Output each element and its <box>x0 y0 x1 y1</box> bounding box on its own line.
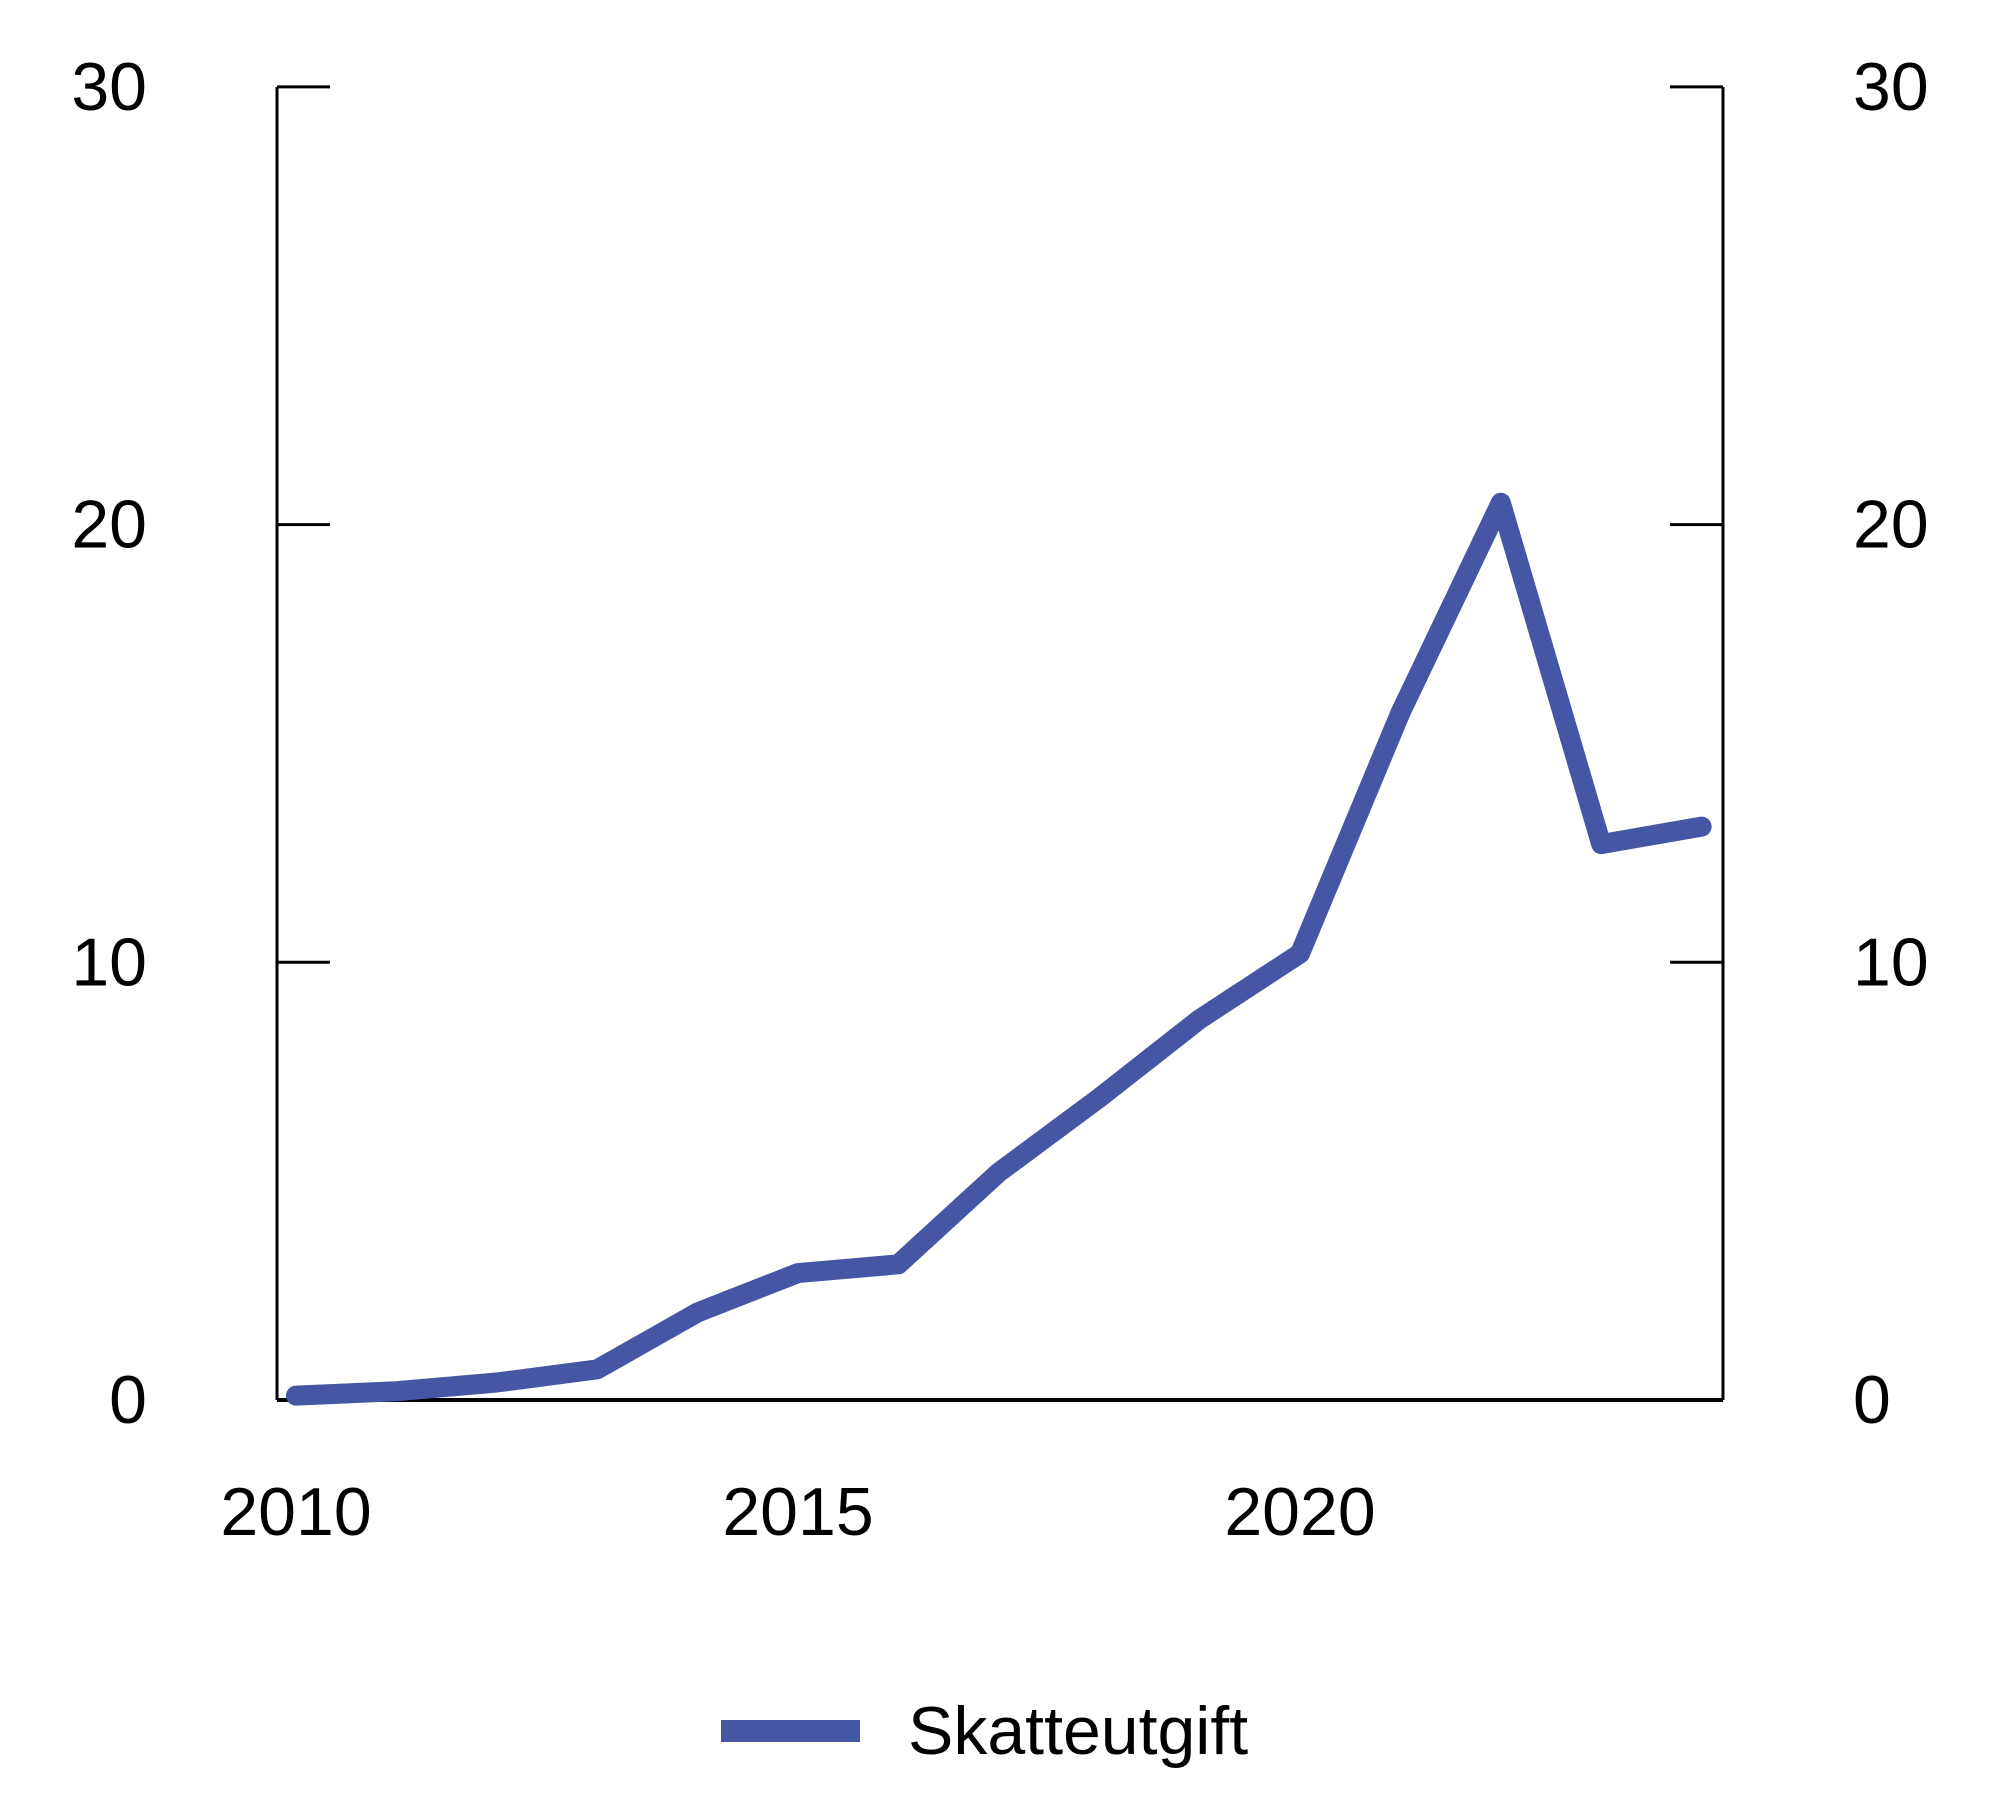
y-tick-label-right-30: 30 <box>1853 49 1929 125</box>
y-tick-label-left-10: 10 <box>71 924 147 1000</box>
axes <box>275 87 1725 1402</box>
y-tick-label-left-20: 20 <box>71 487 147 563</box>
y-tick-label-left-30: 30 <box>71 49 147 125</box>
x-tick-label-2020: 2020 <box>1224 1474 1375 1550</box>
legend-label: Skatteutgift <box>908 1693 1248 1769</box>
y-tick-label-right-0: 0 <box>1853 1362 1891 1438</box>
y-tick-label-right-20: 20 <box>1853 487 1929 563</box>
y-tick-label-left-0: 0 <box>109 1362 147 1438</box>
legend: Skatteutgift <box>721 1693 1248 1769</box>
axis-ticks <box>277 85 1723 964</box>
x-tick-label-2010: 2010 <box>220 1474 371 1550</box>
legend-swatch <box>721 1720 860 1742</box>
series-line-skatteutgift <box>286 492 1712 1406</box>
x-tick-label-2015: 2015 <box>722 1474 873 1550</box>
y-tick-label-right-10: 10 <box>1853 924 1929 1000</box>
